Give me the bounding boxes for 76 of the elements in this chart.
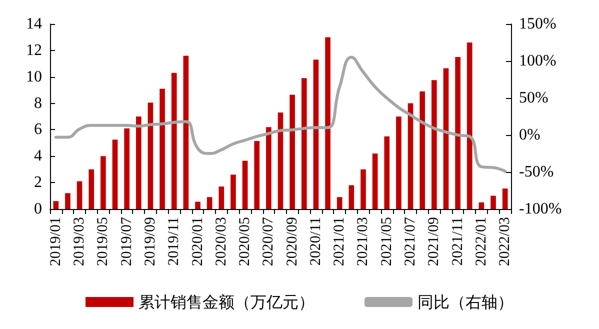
y-tick-label: 10 xyxy=(26,68,42,86)
bar xyxy=(301,78,307,209)
bar xyxy=(290,94,295,209)
y2-tick-label: 150% xyxy=(519,16,556,32)
x-tick-label: 2021/03 xyxy=(355,217,372,266)
x-tick-label: 2019/07 xyxy=(118,216,135,266)
y-tick-label: 14 xyxy=(26,16,42,32)
x-tick-label: 2021/09 xyxy=(426,217,442,266)
x-tick-label: 2021/01 xyxy=(332,217,348,266)
x-tick-label: 2021/07 xyxy=(402,216,419,266)
bar xyxy=(336,197,342,209)
bar xyxy=(88,169,94,209)
bar xyxy=(160,88,165,209)
bar xyxy=(372,154,378,209)
bar xyxy=(278,112,284,209)
bar xyxy=(420,91,426,209)
y2-tick-label: 0% xyxy=(519,126,540,144)
y-tick-label: 6 xyxy=(34,121,42,138)
bar xyxy=(195,202,200,209)
bar xyxy=(360,169,366,209)
bar xyxy=(76,181,82,209)
y-tick-label: 0 xyxy=(34,200,42,218)
bar xyxy=(65,193,70,209)
bar xyxy=(53,201,59,209)
x-tick-label: 2020/01 xyxy=(190,217,206,266)
x-tick-label: 2022/01 xyxy=(473,217,490,266)
x-tick-label: 2020/07 xyxy=(260,216,277,266)
bar xyxy=(254,140,260,209)
x-tick-label: 2019/05 xyxy=(95,217,112,266)
bar xyxy=(443,68,449,209)
bar xyxy=(183,56,189,209)
y-tick-label: 4 xyxy=(34,148,42,165)
x-tick-label: 2021/11 xyxy=(450,217,466,266)
x-tick-label: 2020/05 xyxy=(237,217,254,266)
legend-label: 同比（右轴） xyxy=(418,292,514,312)
bar xyxy=(455,57,460,209)
bar xyxy=(325,37,330,209)
bar xyxy=(478,202,484,209)
line-series xyxy=(54,56,507,173)
bar xyxy=(100,156,106,209)
bar xyxy=(348,185,354,209)
bar xyxy=(218,186,224,209)
bar xyxy=(206,197,212,209)
x-tick-label: 2020/09 xyxy=(284,217,300,266)
bar xyxy=(112,140,118,209)
bar xyxy=(490,196,496,209)
bar xyxy=(230,174,236,209)
y2-tick-label: -50% xyxy=(519,164,554,180)
bar xyxy=(432,80,437,209)
bar xyxy=(466,42,472,209)
bar xyxy=(124,128,130,209)
bar xyxy=(136,116,142,209)
y-tick-label: 12 xyxy=(26,42,42,59)
bar xyxy=(266,127,272,209)
x-tick-label: 2021/05 xyxy=(378,217,395,266)
x-tick-label: 2019/11 xyxy=(166,217,182,266)
bar xyxy=(384,136,390,209)
bar xyxy=(313,60,319,209)
x-tick-label: 2019/09 xyxy=(142,217,158,266)
y-tick-label: 2 xyxy=(34,174,42,192)
bar xyxy=(242,160,248,209)
x-tick-label: 2019/01 xyxy=(48,217,64,266)
x-tick-label: 2019/03 xyxy=(72,217,88,266)
legend-label: 累计销售金额（万亿元） xyxy=(138,292,314,312)
y2-tick-label: -100% xyxy=(519,200,562,218)
y-tick-label: 8 xyxy=(34,94,42,112)
x-tick-label: 2020/03 xyxy=(213,217,230,266)
y2-tick-label: 50% xyxy=(519,90,548,106)
bar xyxy=(171,72,177,209)
bar xyxy=(502,188,508,209)
bar xyxy=(396,116,402,209)
y2-tick-label: 100% xyxy=(519,52,556,70)
bar xyxy=(408,103,414,209)
x-tick-label: 2020/11 xyxy=(308,217,324,266)
x-tick-label: 2022/03 xyxy=(497,217,514,266)
bar xyxy=(148,102,154,209)
